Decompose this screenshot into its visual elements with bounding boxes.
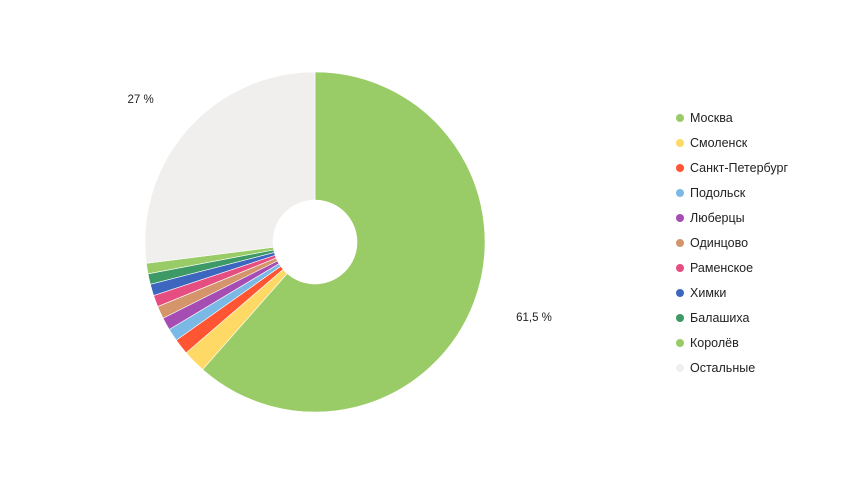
legend-item-5[interactable]: Одинцово — [676, 233, 846, 258]
legend-marker-icon — [676, 364, 684, 372]
legend-marker-icon — [676, 164, 684, 172]
legend-marker-icon — [676, 289, 684, 297]
legend-label: Одинцово — [690, 236, 749, 250]
legend-marker-icon — [676, 114, 684, 122]
legend-label: Санкт-Петербург — [690, 161, 789, 175]
legend-item-1[interactable]: Смоленск — [676, 133, 846, 158]
chart-legend: Москва Смоленск Санкт-Петербург Подольск Люб… — [676, 108, 846, 383]
legend-label: Химки — [690, 286, 727, 300]
legend-item-0[interactable]: Москва — [676, 108, 846, 133]
legend-item-10[interactable]: Остальные — [676, 358, 846, 383]
legend-label: Остальные — [690, 361, 756, 375]
legend-marker-icon — [676, 189, 684, 197]
data-label-10: 27 % — [128, 94, 154, 106]
slice-10[interactable] — [144, 71, 316, 264]
legend-marker-icon — [676, 264, 684, 272]
legend-item-3[interactable]: Подольск — [676, 183, 846, 208]
legend-label: Подольск — [690, 186, 746, 200]
data-label-0: 61,5 % — [516, 312, 552, 324]
legend-marker-icon — [676, 214, 684, 222]
legend-marker-icon — [676, 339, 684, 347]
legend-marker-icon — [676, 139, 684, 147]
legend-item-2[interactable]: Санкт-Петербург — [676, 158, 846, 183]
legend-item-8[interactable]: Балашиха — [676, 308, 846, 333]
legend-label: Балашиха — [690, 311, 750, 325]
legend-marker-icon — [676, 239, 684, 247]
legend-label: Москва — [690, 111, 733, 125]
legend-marker-icon — [676, 314, 684, 322]
legend-item-6[interactable]: Раменское — [676, 258, 846, 283]
legend-item-4[interactable]: Люберцы — [676, 208, 846, 233]
legend-label: Раменское — [690, 261, 754, 275]
slice-0[interactable] — [202, 71, 486, 413]
legend-item-7[interactable]: Химки — [676, 283, 846, 308]
legend-label: Смоленск — [690, 136, 748, 150]
legend-label: Люберцы — [690, 211, 745, 225]
legend-label: Королёв — [690, 336, 739, 350]
legend-item-9[interactable]: Королёв — [676, 333, 846, 358]
